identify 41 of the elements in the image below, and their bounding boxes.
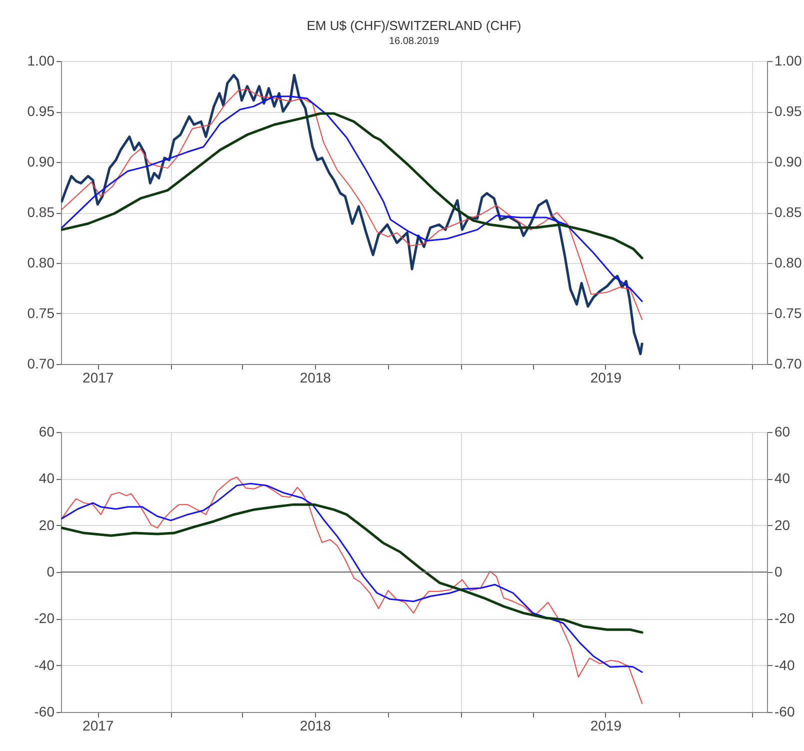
- y2-tick-label: 0.90: [774, 154, 802, 170]
- y-tick-label: 0: [46, 564, 55, 580]
- y-tick-label: 0.80: [27, 254, 55, 270]
- x-tick-label: 2018: [300, 718, 332, 734]
- y2-tick-label: -60: [774, 704, 795, 720]
- y-tick-label: 40: [38, 470, 55, 486]
- y-tick-label: 0.95: [27, 103, 55, 119]
- x-tick-label: 2019: [590, 370, 622, 386]
- x-tick-label: 2018: [300, 370, 332, 386]
- y2-tick-label: 0.80: [774, 254, 802, 270]
- y-tick-label: 0.90: [27, 154, 55, 170]
- y2-tick-label: 0.95: [774, 103, 802, 119]
- y-tick-label: 20: [38, 516, 55, 533]
- y2-tick-label: 20: [774, 516, 790, 533]
- chart-subtitle: 16.08.2019: [388, 36, 440, 47]
- y-tick-label: 60: [38, 424, 55, 440]
- line-series: [61, 503, 644, 634]
- y2-tick-label: -40: [774, 656, 795, 673]
- line-series: [61, 482, 643, 673]
- y-tick-label: 0.70: [27, 356, 55, 372]
- y2-tick-label: 60: [774, 424, 790, 440]
- chart-title: EM U$ (CHF)/SWITZERLAND (CHF): [306, 18, 522, 33]
- line-series: [61, 74, 644, 356]
- y2-tick-label: 1.00: [774, 52, 802, 68]
- line-series: [61, 112, 644, 260]
- y-tick-label: 1.00: [27, 52, 55, 68]
- y2-tick-label: 40: [774, 470, 790, 486]
- y2-tick-label: 0.75: [774, 305, 802, 321]
- y-tick-label: -20: [34, 610, 55, 626]
- y-tick-label: 0.75: [27, 305, 55, 321]
- x-tick-label: 2017: [82, 370, 114, 386]
- y-tick-label: 0.85: [27, 204, 55, 220]
- y2-tick-label: 0.85: [774, 204, 802, 220]
- y-tick-label: -40: [34, 656, 55, 673]
- line-series: [61, 476, 643, 704]
- y2-tick-label: 0: [774, 564, 782, 580]
- y2-tick-label: -20: [774, 610, 795, 626]
- y2-tick-label: 0.70: [774, 356, 802, 372]
- x-tick-label: 2017: [82, 718, 114, 734]
- y-tick-label: -60: [34, 704, 55, 720]
- x-tick-label: 2019: [590, 718, 622, 734]
